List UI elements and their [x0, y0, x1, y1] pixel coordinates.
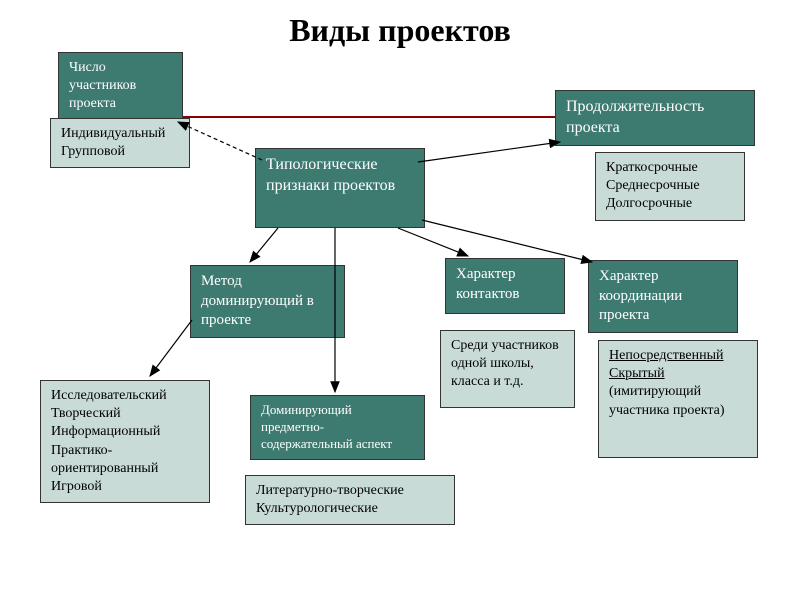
- node-label: Число участников проекта: [69, 60, 136, 111]
- node-contacts-detail: Среди участников одной школы, класса и т…: [440, 330, 575, 408]
- node-label: Характер контактов: [456, 266, 519, 302]
- node-duration-header: Продолжительность проекта: [555, 90, 755, 146]
- node-label: ИндивидуальныйГрупповой: [61, 126, 165, 159]
- node-label: Типологические признаки проектов: [266, 156, 395, 194]
- node-contacts-header: Характер контактов: [445, 258, 565, 314]
- node-label: Метод доминирующий в проекте: [201, 273, 314, 328]
- node-coordination-detail: НепосредственныйСкрытый (имитирующий уча…: [598, 340, 758, 458]
- node-label: Доминирующий предметно-содержательный ас…: [261, 402, 392, 451]
- node-label: Литературно-творческиеКультурологические: [256, 483, 404, 516]
- node-subject-detail: Литературно-творческиеКультурологические: [245, 475, 455, 525]
- node-method-detail: ИсследовательскийТворческийИнформационны…: [40, 380, 210, 503]
- node-typological-features: Типологические признаки проектов: [255, 148, 425, 228]
- node-label: Характер координации проекта: [599, 268, 682, 323]
- node-label: Продолжительность проекта: [566, 98, 704, 136]
- node-coordination-header: Характер координации проекта: [588, 260, 738, 333]
- node-participants-header: Число участников проекта: [58, 52, 183, 121]
- node-label: Среди участников одной школы, класса и т…: [451, 338, 559, 389]
- node-participants-detail: ИндивидуальныйГрупповой: [50, 118, 190, 168]
- node-label: ИсследовательскийТворческийИнформационны…: [51, 388, 167, 494]
- diagram-title: Виды проектов: [0, 12, 800, 49]
- node-label: КраткосрочныеСреднесрочныеДолгосрочные: [606, 160, 700, 211]
- node-subject-header: Доминирующий предметно-содержательный ас…: [250, 395, 425, 460]
- node-duration-detail: КраткосрочныеСреднесрочныеДолгосрочные: [595, 152, 745, 221]
- node-method-header: Метод доминирующий в проекте: [190, 265, 345, 338]
